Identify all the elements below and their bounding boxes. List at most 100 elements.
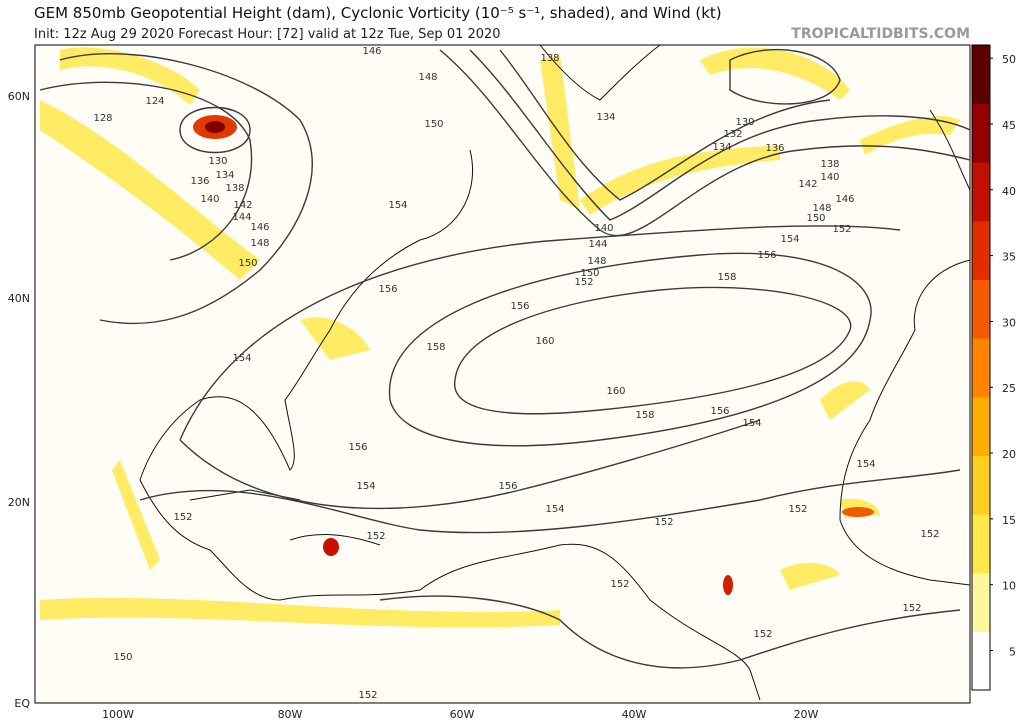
contour-label: 150 [238, 258, 257, 269]
latitude-label: 60N [8, 90, 30, 103]
contour-label: 136 [190, 176, 209, 187]
contour-label: 152 [358, 690, 377, 701]
latitude-label: 20N [8, 496, 30, 509]
contour-label: 158 [717, 272, 736, 283]
map [34, 44, 971, 704]
colorbar-segment [972, 455, 990, 515]
contour-label: 152 [753, 629, 772, 640]
colorbar-segment [972, 162, 990, 222]
contour-label: 156 [378, 284, 397, 295]
contour-label: 154 [856, 459, 875, 470]
contour-label: 160 [606, 386, 625, 397]
colorbar-segment [972, 572, 990, 632]
contour-label: 130 [208, 156, 227, 167]
contour-label: 154 [356, 481, 375, 492]
contour-label: 136 [765, 143, 784, 154]
contour-label: 134 [712, 142, 731, 153]
contour-label: 154 [545, 504, 564, 515]
site: TROPICALTIDBITS.COM [791, 26, 970, 42]
contour-label: 138 [225, 183, 244, 194]
contour-label: 128 [93, 113, 112, 124]
contour-label: 134 [215, 170, 234, 181]
colorbar-frame [971, 44, 991, 691]
longitude-label: 40W [622, 708, 647, 721]
colorbar-segment [972, 103, 990, 163]
contour-label: 158 [635, 410, 654, 421]
contour-label: 152 [574, 277, 593, 288]
contour-label: 144 [232, 212, 251, 223]
contour-label: 138 [820, 159, 839, 170]
contour-label: 150 [580, 268, 599, 279]
colorbar-segment [972, 514, 990, 574]
contour-label: 154 [742, 418, 761, 429]
contour-label: 148 [812, 203, 831, 214]
contour-label: 124 [145, 96, 164, 107]
colorbar-tick-label: 20 [1002, 448, 1016, 461]
colorbar-tick-label: 25 [1002, 382, 1016, 395]
contour-label: 156 [757, 250, 776, 261]
colorbar-tick-label: 45 [1002, 119, 1016, 132]
contour-label: 142 [233, 200, 252, 211]
vorticity-maxima [193, 115, 874, 595]
contour-label: 134 [596, 112, 615, 123]
contour-label: 132 [723, 129, 742, 140]
colorbar-segment [972, 45, 990, 105]
height-contours [39, 48, 971, 669]
contour-label: 152 [610, 579, 629, 590]
colorbar-segment [972, 279, 990, 339]
longitude-label: 80W [278, 708, 303, 721]
contour-label: 144 [588, 239, 607, 250]
longitude-label: 100W [102, 708, 134, 721]
contour-label: 152 [832, 224, 851, 235]
contour-label: 130 [735, 117, 754, 128]
contour-label: 140 [594, 223, 613, 234]
contour-label: 140 [820, 172, 839, 183]
colorbar-tick-label: 35 [1002, 251, 1016, 264]
colorbar-tick-label: 15 [1002, 514, 1016, 527]
contour-label: 156 [348, 442, 367, 453]
contour-label: 156 [710, 406, 729, 417]
longitude-label: 20W [794, 708, 819, 721]
contour-label: 154 [780, 234, 799, 245]
contour-label: 150 [806, 213, 825, 224]
contour-label: 146 [250, 222, 269, 233]
contour-label: 148 [250, 238, 269, 249]
latitude-label: EQ [14, 697, 30, 710]
contour-label: 154 [388, 200, 407, 211]
colorbar-tick-label: 50 [1002, 53, 1016, 66]
contour-label: 150 [113, 652, 132, 663]
contour-label: 152 [173, 512, 192, 523]
contour-label: 140 [200, 194, 219, 205]
colorbar-tick-label: 30 [1002, 316, 1016, 329]
colorbar-tick-label: 10 [1002, 580, 1016, 593]
contour-label: 150 [424, 119, 443, 130]
map-frame [34, 44, 971, 704]
vorticity-shading [40, 47, 960, 628]
longitude-label: 60W [450, 708, 475, 721]
contour-label: 148 [587, 256, 606, 267]
latitude-label: 40N [8, 292, 30, 305]
subtitle: Init: 12z Aug 29 2020 Forecast Hour: [72… [34, 27, 501, 42]
colorbar-segment [972, 396, 990, 456]
contour-label: 152 [902, 603, 921, 614]
contour-label: 152 [788, 504, 807, 515]
colorbar-segment [972, 220, 990, 281]
title: GEM 850mb Geopotential Height (dam), Cyc… [34, 4, 722, 22]
contour-label: 158 [426, 342, 445, 353]
contour-label: 152 [654, 517, 673, 528]
contour-label: 142 [798, 179, 817, 190]
colorbar-tick-label: 40 [1002, 185, 1016, 198]
colorbar-segment [972, 338, 990, 398]
contour-label: 160 [535, 336, 554, 347]
contour-label: 152 [366, 531, 385, 542]
contour-label: 148 [418, 72, 437, 83]
contour-label: 156 [498, 481, 517, 492]
contour-label: 154 [232, 353, 251, 364]
contour-label: 146 [362, 46, 381, 57]
colorbar-tick-label: 5 [1009, 646, 1016, 659]
contour-label: 156 [510, 301, 529, 312]
contour-label: 152 [920, 529, 939, 540]
contour-label: 146 [835, 194, 854, 205]
colorbar-segment [972, 631, 990, 691]
